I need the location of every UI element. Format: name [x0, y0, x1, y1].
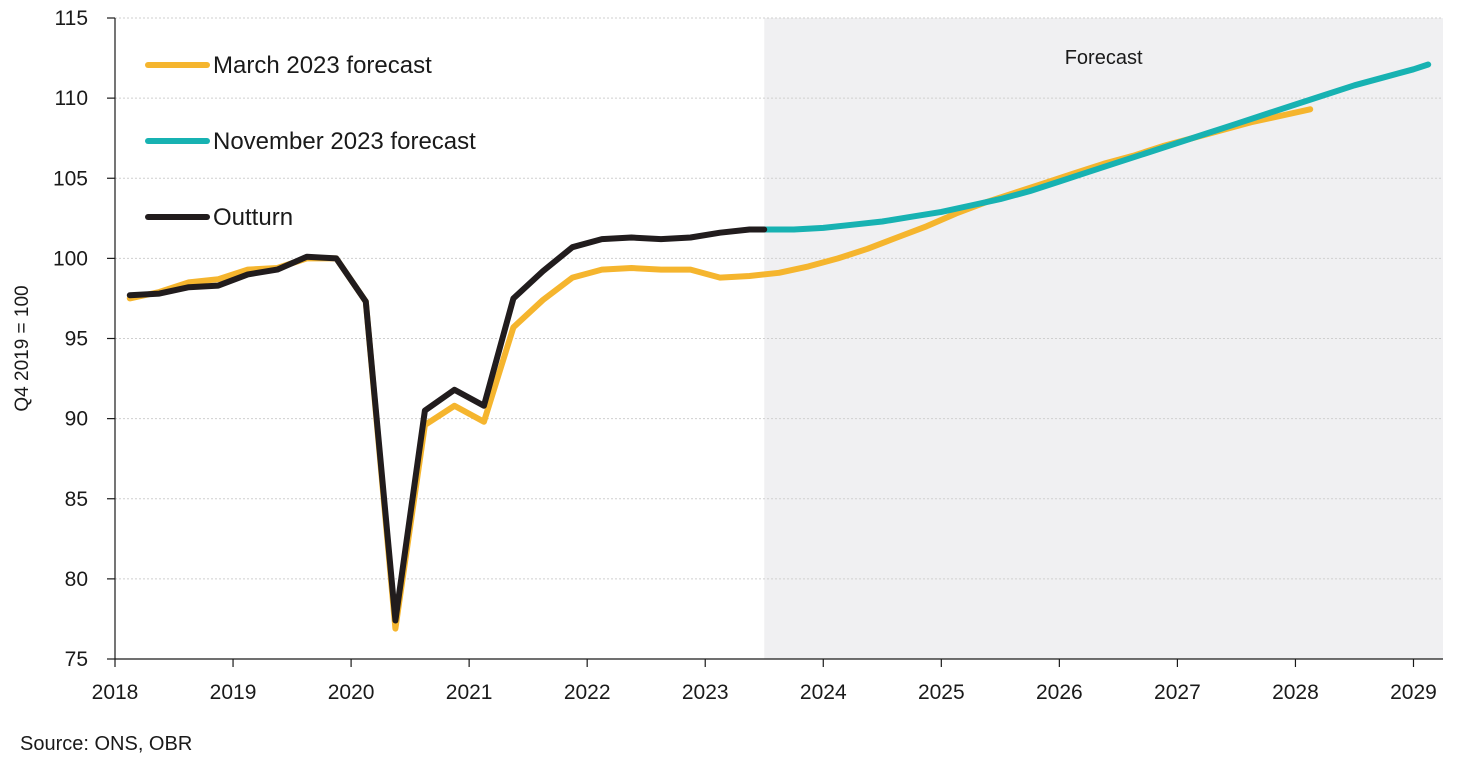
y-tick-label: 105: [53, 167, 88, 190]
x-tick-label: 2024: [800, 681, 847, 704]
legend-label: November 2023 forecast: [213, 128, 476, 155]
y-tick-label: 100: [53, 247, 88, 270]
x-tick-label: 2029: [1390, 681, 1437, 704]
y-axis-ticks: 75 80 85 90 95 100 105 110 115: [53, 7, 115, 671]
y-tick-label: 80: [65, 568, 88, 591]
x-tick-label: 2025: [918, 681, 965, 704]
series-lines: [126, 61, 1432, 632]
x-tick-label: 2022: [564, 681, 611, 704]
legend-label: Outturn: [213, 204, 293, 231]
x-tick-label: 2019: [210, 681, 257, 704]
y-tick-label: 115: [55, 7, 88, 30]
y-axis-label: Q4 2019 = 100: [12, 285, 33, 411]
source-note: Source: ONS, OBR: [20, 733, 193, 755]
y-tick-label: 110: [55, 87, 88, 110]
y-tick-label: 95: [65, 328, 88, 351]
x-tick-label: 2028: [1272, 681, 1319, 704]
y-tick-label: 85: [65, 488, 88, 511]
y-tick-label: 90: [65, 408, 88, 431]
series-line-outturn: [126, 226, 768, 624]
legend-label: March 2023 forecast: [213, 52, 432, 79]
x-tick-label: 2026: [1036, 681, 1083, 704]
x-axis-ticks: 2018 2019 2020 2021 2022 2023 2024 2025 2026 2027…: [92, 659, 1437, 704]
line-chart: Forecast 75 80 85 90 95 100 105 110 115 2018 2019…: [12, 7, 1443, 704]
x-tick-label: 2023: [682, 681, 729, 704]
x-tick-label: 2018: [92, 681, 139, 704]
series-line-november-2023-forecast: [761, 61, 1432, 233]
x-tick-label: 2020: [328, 681, 375, 704]
x-tick-label: 2021: [446, 681, 493, 704]
forecast-band-label: Forecast: [1065, 47, 1143, 69]
y-tick-label: 75: [65, 648, 88, 671]
legend: March 2023 forecast November 2023 forecas…: [145, 52, 476, 231]
x-tick-label: 2027: [1154, 681, 1201, 704]
